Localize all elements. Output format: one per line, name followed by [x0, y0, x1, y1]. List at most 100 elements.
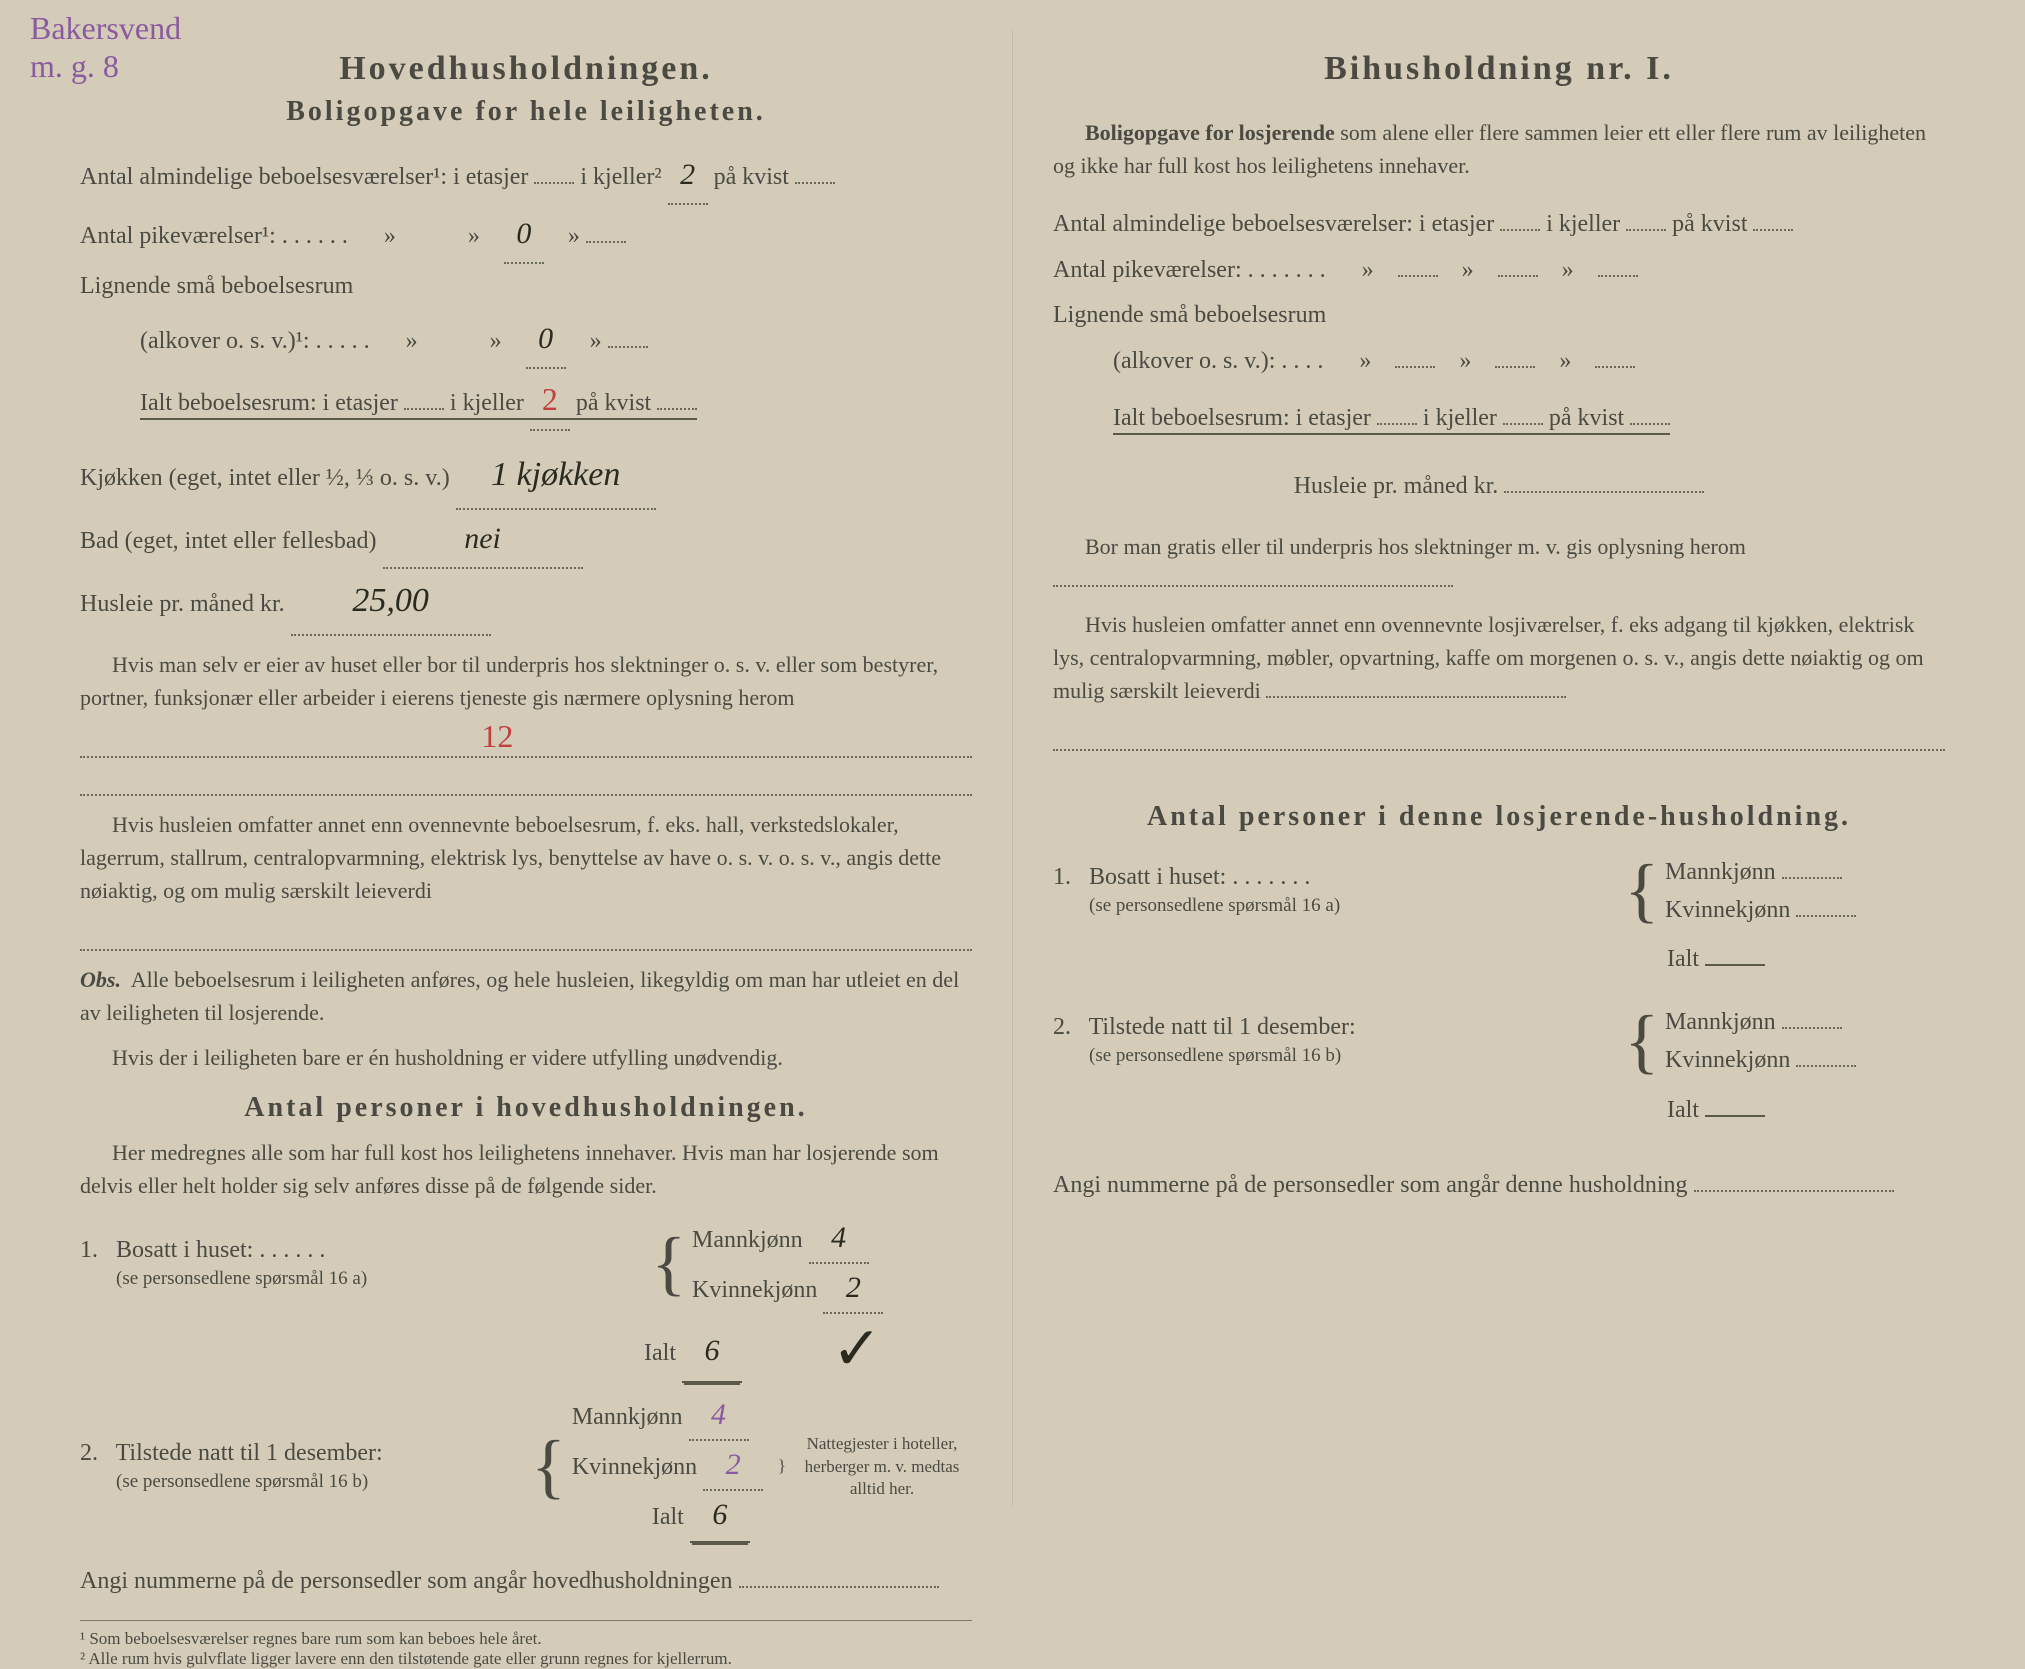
label: Ialt beboelsesrum: i etasjer: [1113, 405, 1371, 431]
obs-block: Obs. Alle beboelsesrum i leiligheten anf…: [80, 963, 972, 1029]
obs-text-2: Hvis der i leiligheten bare er én hushol…: [80, 1041, 972, 1074]
right-page: Bihusholdning nr. I. Boligopgave for los…: [1013, 30, 1985, 1506]
blank: [1377, 423, 1417, 425]
row-husleie: Husleie pr. måned kr. 25,00: [80, 569, 972, 636]
row-lignende-label: Lignende små beboelsesrum: [80, 264, 972, 310]
label: Kjøkken (eget, intet eller ½, ⅓ o. s. v.…: [80, 465, 450, 491]
blank: [1598, 275, 1638, 277]
label-kjeller: i kjeller²: [580, 164, 661, 190]
r-row-pikevaerelser: Antal pikeværelser: . . . . . . . » » »: [1053, 248, 1945, 294]
blank: [739, 1586, 939, 1588]
blank: [1630, 423, 1670, 425]
left-title-1: Hovedhusholdningen.: [80, 50, 972, 88]
blank-line: [80, 764, 972, 796]
q1-sub: (se personsedlene spørsmål 16 a): [1053, 895, 1340, 916]
ialt-label: Ialt: [1667, 1097, 1699, 1123]
r-row-beboelsesvaerelser: Antal almindelige beboelsesværelser: i e…: [1053, 202, 1945, 248]
q1-label: Bosatt i huset:: [1089, 864, 1226, 890]
obs-text-1: Alle beboelsesrum i leiligheten anføres,…: [80, 967, 959, 1025]
blank: [1782, 877, 1842, 879]
label: Antal almindelige beboelsesværelser: i e…: [1053, 211, 1494, 237]
label-kvist: på kvist: [576, 390, 651, 416]
label: Husleie pr. måned kr.: [1294, 473, 1499, 499]
text: Bor man gratis eller til underpris hos s…: [1085, 534, 1746, 559]
lead-bold: Boligopgave for losjerende: [1085, 120, 1335, 145]
brace-icon: {: [1618, 860, 1665, 921]
r-q1: 1. Bosatt i huset: . . . . . . . (se per…: [1053, 853, 1945, 930]
blank: [586, 241, 626, 243]
blank-line: [1053, 719, 1945, 751]
blank: [1495, 366, 1535, 368]
brace-icon: {: [1618, 1011, 1665, 1072]
right-title-1: Bihusholdning nr. I.: [1053, 50, 1945, 88]
value-kjeller: 2: [530, 369, 570, 432]
left-page: Bakersvend m. g. 8 Hovedhusholdningen. B…: [40, 30, 1013, 1506]
bottom-text: Angi nummerne på de personsedler som ang…: [80, 1568, 733, 1594]
blank: [1503, 423, 1543, 425]
r-bottom: Angi nummerne på de personsedler som ang…: [1053, 1163, 1945, 1209]
row-bad: Bad (eget, intet eller fellesbad) nei: [80, 510, 972, 569]
q2-num: 2.: [80, 1440, 98, 1466]
row-pikevaerelser: Antal pikeværelser¹: . . . . . . » » 0 »: [80, 205, 972, 264]
q2-ialt-val: 6: [690, 1491, 750, 1543]
label-kjeller: i kjeller: [450, 390, 524, 416]
blank: [1595, 366, 1635, 368]
q2-kvinne-val: 2: [703, 1441, 763, 1491]
label-kjeller: i kjeller: [1423, 405, 1497, 431]
text: Hvis husleien omfatter annet enn ovennev…: [1053, 612, 1924, 703]
r-q1-ialt: Ialt: [1053, 937, 1945, 983]
row-kjokken: Kjøkken (eget, intet eller ½, ⅓ o. s. v.…: [80, 443, 972, 510]
bottom-angi: Angi nummerne på de personsedler som ang…: [80, 1559, 972, 1605]
value: nei: [383, 510, 583, 569]
brace-icon: {: [645, 1233, 692, 1294]
brace-icon: }: [772, 1459, 792, 1473]
q2-sub: (se personsedlene spørsmål 16 b): [80, 1471, 368, 1492]
red-number: 12: [481, 718, 513, 755]
blank-kvist: [795, 182, 835, 184]
q2-label: Tilstede natt til 1 desember:: [116, 1440, 383, 1466]
label: Antal pikeværelser:: [1053, 257, 1242, 283]
label: Ialt beboelsesrum: i etasjer: [140, 390, 398, 416]
q2-ialt-label: Ialt: [652, 1504, 684, 1530]
sub-label: (alkover o. s. v.)¹:: [140, 328, 310, 354]
q1-ialt-val: 6: [682, 1322, 742, 1383]
value: 25,00: [291, 569, 491, 636]
blank-etasjer: [534, 182, 574, 184]
blank: [608, 346, 648, 348]
label-kvist: på kvist: [714, 164, 789, 190]
row-ialt: Ialt beboelsesrum: i etasjer i kjeller 2…: [80, 369, 972, 432]
r-q2: 2. Tilstede natt til 1 desember: (se per…: [1053, 1003, 1945, 1080]
row-beboelsesvaerelser: Antal almindelige beboelsesværelser¹: i …: [80, 146, 972, 205]
kvinne-label: Kvinnekjønn: [1665, 1047, 1790, 1073]
r-row-ialt: Ialt beboelsesrum: i etasjer i kjeller p…: [1053, 396, 1945, 442]
label-kjeller: i kjeller: [1546, 211, 1620, 237]
blank: [1053, 585, 1453, 587]
blank: [1266, 696, 1566, 698]
blank: [1694, 1190, 1894, 1192]
blank: [1498, 275, 1538, 277]
blank: [1796, 1065, 1856, 1067]
blank: [1504, 491, 1704, 493]
blank: [1782, 1027, 1842, 1029]
q2-sub: (se personsedlene spørsmål 16 b): [1053, 1045, 1341, 1066]
blank: [1705, 962, 1765, 966]
q1-num: 1.: [80, 1237, 98, 1263]
r-para1: Bor man gratis eller til underpris hos s…: [1053, 530, 1945, 596]
blank-line: [80, 919, 972, 951]
q1-num: 1.: [1053, 864, 1071, 890]
q1-sub: (se personsedlene spørsmål 16 a): [80, 1268, 367, 1289]
r-row-lignende-label: Lignende små beboelsesrum: [1053, 293, 1945, 339]
q2-mann-val: 4: [689, 1391, 749, 1441]
text: Angi nummerne på de personsedler som ang…: [1053, 1172, 1688, 1198]
q2-num: 2.: [1053, 1014, 1071, 1040]
q1-ialt-row: Ialt 6 ✓: [80, 1322, 972, 1383]
q1-mann-val: 4: [809, 1214, 869, 1264]
r-q2-ialt: Ialt: [1053, 1088, 1945, 1134]
blank: [1705, 1113, 1765, 1117]
mann-label: Mannkjønn: [1665, 1009, 1776, 1035]
row-lignende: (alkover o. s. v.)¹: . . . . . » » 0 »: [80, 310, 972, 369]
value: 0: [504, 205, 544, 264]
blank: [1395, 366, 1435, 368]
kvinne-label: Kvinnekjønn: [1665, 897, 1790, 923]
section-title-personer: Antal personer i hovedhusholdningen.: [80, 1092, 972, 1124]
